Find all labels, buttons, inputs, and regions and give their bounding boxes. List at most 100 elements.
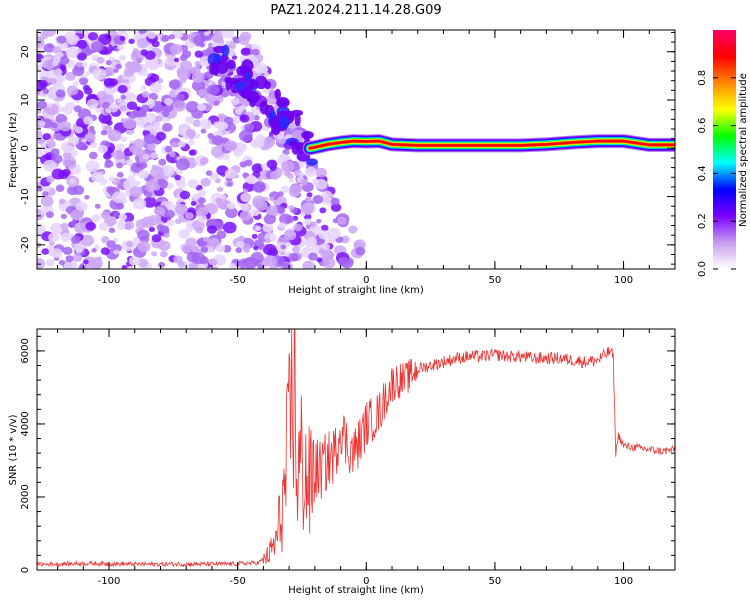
colorbar-tick-label: 0.4: [697, 165, 708, 181]
noise-blob: [59, 56, 70, 65]
noise-blob: [145, 113, 157, 123]
noise-blob: [140, 85, 147, 91]
noise-blob: [306, 158, 318, 166]
noise-blob: [216, 60, 229, 74]
noise-blob: [46, 175, 55, 183]
noise-blob: [138, 30, 147, 35]
noise-blob: [118, 213, 128, 221]
noise-blob: [221, 44, 230, 57]
noise-blob: [105, 107, 112, 114]
snr-frame: [36, 328, 676, 571]
noise-blob: [294, 113, 301, 127]
noise-blob: [239, 31, 252, 42]
noise-blob: [144, 57, 159, 69]
noise-blob: [60, 223, 69, 230]
noise-blob: [105, 159, 112, 164]
noise-blob: [174, 57, 180, 63]
colorbar-gradient: [713, 30, 736, 269]
noise-blob: [219, 202, 229, 210]
noise-blob: [122, 117, 137, 130]
noise-blob: [242, 188, 248, 194]
noise-blob: [39, 120, 46, 127]
noise-blob: [318, 230, 330, 240]
noise-blob: [158, 240, 171, 251]
noise-blob: [142, 153, 150, 160]
noise-blob: [197, 206, 209, 217]
noise-blob: [253, 115, 260, 121]
noise-blob: [135, 219, 148, 230]
noise-blob: [188, 262, 199, 269]
noise-blob: [340, 235, 350, 244]
noise-blob: [117, 85, 128, 94]
noise-blob: [125, 159, 134, 166]
noise-blob: [257, 264, 263, 269]
noise-blob: [263, 255, 277, 267]
noise-blob: [120, 136, 128, 143]
colorbar-tick-label: 0.8: [697, 70, 708, 86]
noise-blob: [151, 40, 160, 48]
colorbar-tick-label: 0.2: [697, 213, 708, 229]
noise-blob: [119, 105, 128, 112]
noise-blob: [146, 142, 157, 151]
noise-blob: [174, 174, 181, 181]
noise-blob: [65, 71, 76, 81]
noise-blob: [70, 209, 84, 221]
y-tick-label: 20: [20, 45, 31, 58]
noise-blob: [88, 151, 98, 160]
noise-blob: [330, 197, 340, 206]
noise-blob: [153, 121, 161, 129]
noise-blob: [252, 182, 266, 193]
noise-blob: [164, 98, 174, 106]
noise-blob: [278, 222, 287, 229]
noise-blob: [266, 205, 278, 216]
noise-blob: [155, 131, 167, 141]
noise-blob: [88, 257, 103, 269]
noise-blob: [41, 185, 51, 193]
noise-blob: [50, 148, 60, 156]
noise-blob: [230, 97, 240, 106]
noise-blob: [58, 198, 66, 205]
noise-blob: [148, 226, 155, 232]
y-tick-label: 10: [20, 94, 31, 107]
noise-blob: [144, 50, 156, 60]
noise-blob: [244, 159, 253, 167]
noise-blob: [79, 77, 88, 86]
noise-blob: [266, 159, 278, 169]
noise-blob: [175, 203, 188, 215]
noise-blob: [230, 116, 241, 125]
noise-blob: [66, 85, 79, 96]
y-tick-label: 6000: [20, 338, 31, 363]
y-tick-label: 2000: [20, 484, 31, 509]
noise-blob: [288, 205, 294, 210]
noise-blob: [65, 46, 79, 59]
noise-blob: [319, 207, 327, 214]
noise-blob: [75, 247, 83, 254]
noise-blob: [138, 169, 149, 179]
noise-blob: [118, 54, 126, 61]
noise-blob: [305, 196, 312, 202]
noise-blob: [112, 149, 125, 160]
noise-blob: [121, 264, 128, 269]
noise-blob: [100, 130, 108, 136]
noise-blob: [193, 245, 200, 251]
noise-blob: [103, 152, 112, 160]
noise-blob: [197, 189, 206, 197]
noise-blob: [190, 66, 201, 76]
noise-blob: [338, 256, 350, 267]
noise-blob: [316, 257, 323, 263]
noise-blob: [251, 233, 258, 239]
noise-blob: [215, 244, 226, 253]
noise-blob: [116, 97, 123, 103]
noise-blob: [65, 255, 74, 263]
noise-blob: [279, 153, 288, 161]
noise-blob: [162, 122, 173, 132]
figure-title: PAZ1.2024.211.14.28.G09: [270, 3, 441, 18]
noise-blob: [202, 236, 209, 242]
noise-blob: [94, 244, 100, 250]
noise-blob: [42, 191, 49, 197]
noise-blob: [199, 118, 212, 129]
noise-blob: [281, 160, 295, 172]
noise-blob: [303, 218, 312, 226]
